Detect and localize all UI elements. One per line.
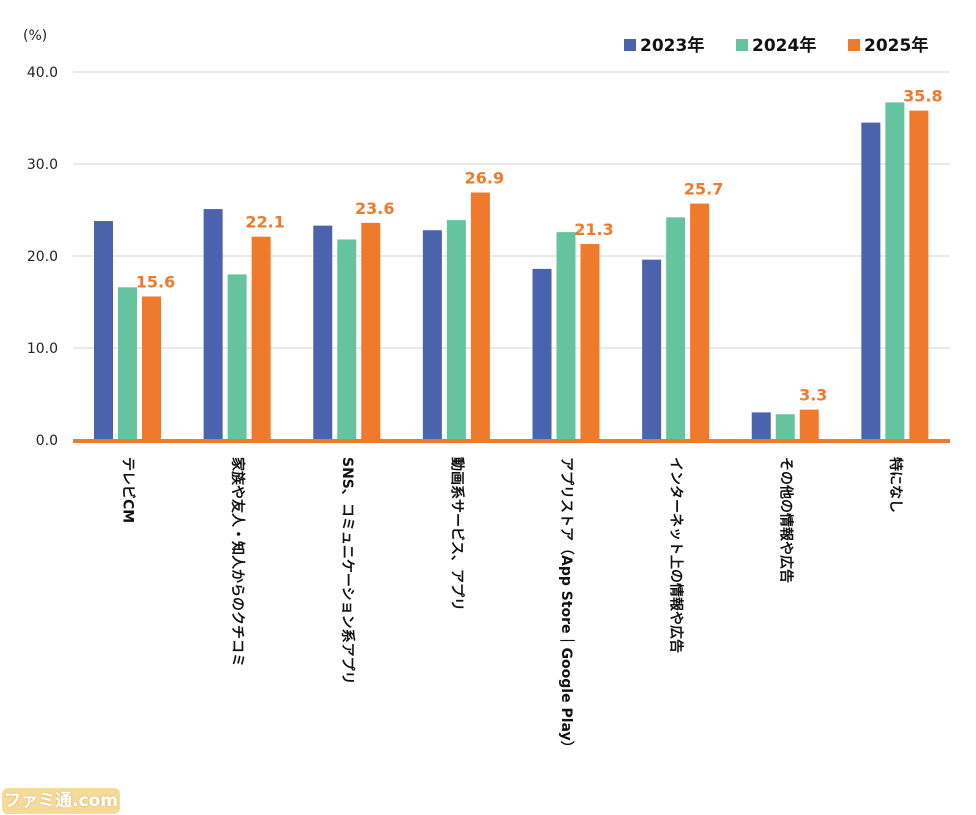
legend-swatch xyxy=(848,39,860,51)
data-label: 15.6 xyxy=(136,272,175,291)
legend-label: 2024年 xyxy=(752,35,816,56)
bar-2025年-8 xyxy=(909,110,929,440)
bar-series xyxy=(73,102,950,443)
legend-swatch xyxy=(624,39,636,51)
y-tick-label: 0.0 xyxy=(36,433,58,449)
bar-2024年-1 xyxy=(118,287,137,440)
category-label: 特になし xyxy=(887,457,904,513)
data-label: 35.8 xyxy=(903,87,942,106)
bar-2023年-8 xyxy=(861,122,881,440)
y-tick-label: 20.0 xyxy=(27,249,58,265)
bar-2025年-3 xyxy=(361,222,381,440)
legend: 2023年 2024年 2025年 xyxy=(624,35,928,56)
x-axis-baseline xyxy=(73,439,950,443)
bar-2023年-4 xyxy=(422,230,442,440)
bar-2023年-3 xyxy=(313,225,333,440)
category-label: 家族や友人・知人からのクチコミ xyxy=(229,457,246,667)
category-label: 動画系サービス、アプリ xyxy=(448,457,465,611)
bar-2023年-6 xyxy=(642,259,662,440)
data-label: 3.3 xyxy=(799,386,827,405)
data-label: 26.9 xyxy=(465,169,504,188)
watermark-logo: ファミ通.com xyxy=(2,788,120,814)
data-label: 25.7 xyxy=(684,180,723,199)
legend-label: 2023年 xyxy=(640,35,704,56)
bar-2024年-8 xyxy=(885,102,905,441)
bar-2024年-5 xyxy=(556,232,576,440)
data-labels: 15.6 22.1 23.6 26.9 21.3 25.7 3.3 35.8 xyxy=(136,87,943,405)
legend-label: 2025年 xyxy=(864,35,928,56)
category-label: インターネット上の情報や広告 xyxy=(668,457,685,653)
y-axis-ticks: 0.0 10.0 20.0 30.0 40.0 xyxy=(27,65,58,449)
data-label: 21.3 xyxy=(574,220,613,239)
category-labels: テレビCM 家族や友人・知人からのクチコミ SNS、コミュニケーション系アプリ 動画系… xyxy=(120,457,904,755)
y-tick-label: 10.0 xyxy=(27,341,58,357)
bar-2025年-7 xyxy=(799,409,819,440)
bar-2024年-6 xyxy=(666,217,686,440)
bar-2025年-5 xyxy=(580,244,600,440)
legend-swatch xyxy=(736,39,748,51)
data-label: 23.6 xyxy=(355,199,394,218)
bar-2025年-2 xyxy=(251,236,271,440)
bar-2023年-1 xyxy=(94,221,113,440)
bar-2024年-2 xyxy=(227,274,247,440)
bar-2024年-3 xyxy=(337,239,357,440)
category-label: アプリストア（App Store｜Google Play） xyxy=(558,457,575,755)
y-tick-label: 30.0 xyxy=(27,157,58,173)
unit-label: (%) xyxy=(23,28,47,44)
bar-2025年-1 xyxy=(142,296,161,440)
bar-2023年-5 xyxy=(532,268,552,440)
y-tick-label: 40.0 xyxy=(27,65,58,81)
bar-2024年-7 xyxy=(775,414,795,440)
bar-2025年-6 xyxy=(690,203,710,440)
bar-2023年-7 xyxy=(751,412,771,440)
category-label: その他の情報や広告 xyxy=(777,457,794,583)
bar-2024年-4 xyxy=(446,220,466,440)
category-label: SNS、コミュニケーション系アプリ xyxy=(339,457,356,685)
bar-2025年-4 xyxy=(470,192,490,440)
bar-2023年-2 xyxy=(203,209,223,440)
data-label: 22.1 xyxy=(245,213,284,232)
category-label: テレビCM xyxy=(120,457,136,523)
